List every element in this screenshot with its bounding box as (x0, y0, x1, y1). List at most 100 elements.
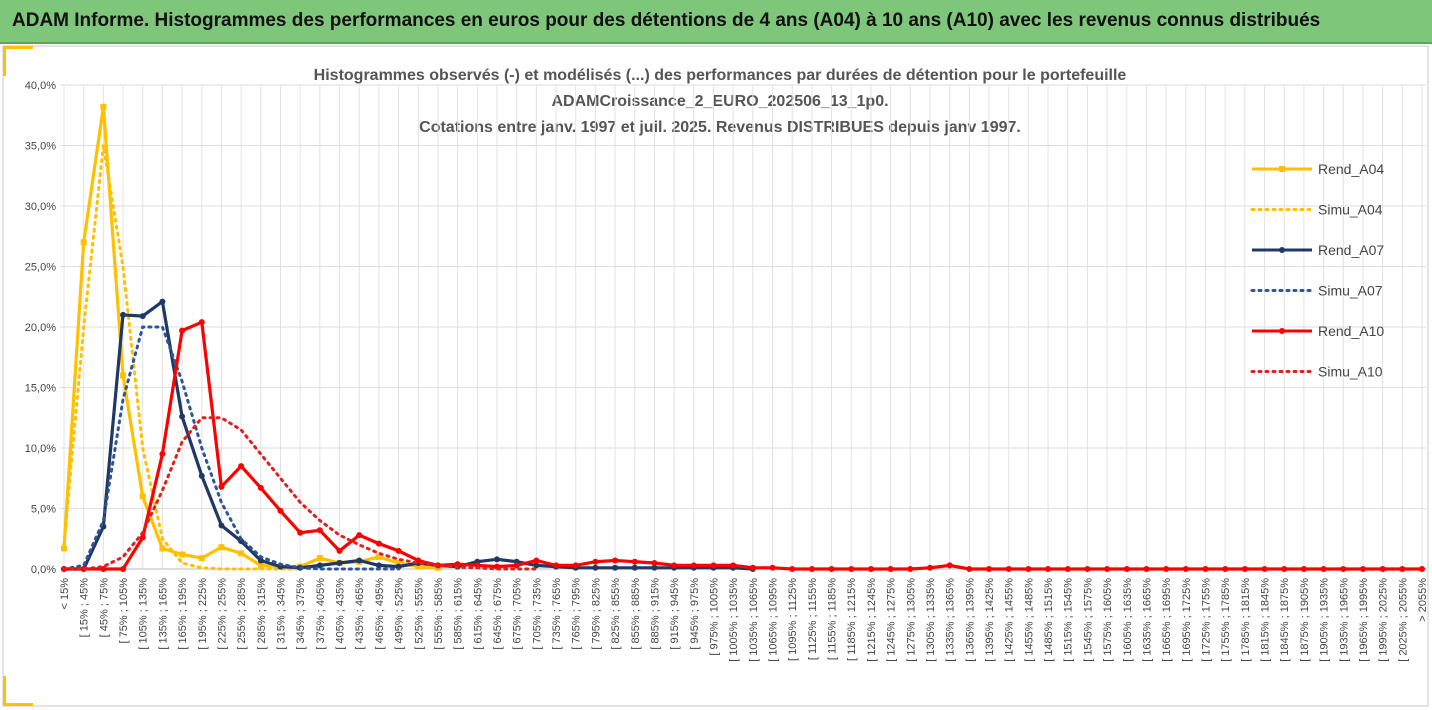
point (1399, 566, 1406, 572)
x-tick-label: [ 15% ; 45% (79, 578, 91, 638)
x-tick-label: [ 315% ; 345% (275, 578, 287, 650)
y-tick-label: 20,0% (25, 322, 56, 334)
y-tick-label: 35,0% (25, 141, 56, 153)
x-tick-label: [ 1575% ; 1605% (1102, 578, 1114, 662)
point (1340, 566, 1347, 572)
point (159, 451, 166, 458)
point (690, 562, 697, 569)
y-tick-label: 30,0% (25, 201, 56, 213)
x-tick-label: [ 1245% ; 1275% (886, 578, 898, 662)
x-tick-label: [ 285% ; 315% (256, 578, 268, 650)
point (395, 563, 402, 570)
point (907, 566, 914, 572)
point (375, 553, 382, 560)
x-tick-label: [ 1335% ; 1365% (945, 578, 957, 662)
x-tick-label: [ 1725% ; 1755% (1201, 578, 1213, 662)
point (1104, 566, 1111, 572)
x-tick-label: [ 1005% ; 1035% (728, 578, 740, 662)
x-tick-label: [ 135% ; 165% (157, 578, 169, 650)
series-line (64, 319, 1422, 571)
x-tick-label: [ 1845% ; 1875% (1279, 578, 1291, 662)
point (316, 555, 323, 562)
point (159, 545, 166, 552)
x-tick-label: [ 1905% ; 1935% (1319, 578, 1331, 662)
x-tick-label: [ 1635% ; 1665% (1141, 578, 1153, 662)
x-tick-label: [ 1065% ; 1095% (768, 578, 780, 662)
point (612, 564, 619, 571)
x-tick-label: [ 1875% ; 1905% (1299, 578, 1311, 662)
x-tick-label: [ 525% ; 555% (413, 578, 425, 650)
point (1123, 566, 1130, 572)
point (926, 564, 933, 571)
point (139, 534, 146, 541)
x-tick-label: [ 345% ; 375% (295, 578, 307, 650)
point (533, 562, 540, 569)
chart-title: ADAMCroissance_2_EURO_202506_13_1p0. (551, 93, 888, 110)
point (120, 566, 127, 572)
point (1379, 566, 1386, 572)
chart-title: Cotations entre janv. 1997 et juil. 2025… (419, 119, 1021, 136)
point (297, 529, 304, 536)
point (769, 564, 776, 571)
point (395, 559, 402, 566)
x-tick-label: [ 1935% ; 1965% (1338, 578, 1350, 662)
series-line (62, 416, 538, 571)
point (218, 483, 225, 490)
x-tick-label: [ 675% ; 705% (512, 578, 524, 650)
point (257, 557, 264, 564)
point (120, 311, 127, 318)
chart-title: Histogrammes observés (-) et modélisés (… (314, 67, 1127, 84)
point (336, 559, 343, 566)
point (789, 566, 796, 572)
x-tick-label: [ 1095% ; 1125% (787, 578, 799, 661)
point (61, 545, 67, 552)
point (257, 562, 264, 569)
x-tick-label: [ 855% ; 885% (630, 578, 642, 650)
legend-label: Simu_A07 (1318, 283, 1383, 299)
series-line (62, 106, 438, 570)
point (572, 562, 579, 569)
point (1300, 566, 1307, 572)
point (1222, 566, 1229, 572)
point (1064, 566, 1071, 572)
point (730, 562, 737, 569)
x-tick-label: [ 75% ; 105% (118, 578, 130, 644)
y-tick-label: 10,0% (25, 443, 56, 455)
legend-marker (1279, 166, 1285, 172)
point (553, 562, 560, 569)
x-tick-label: [ 1185% ; 1215% (846, 578, 858, 661)
x-tick-label: [ 195% ; 225% (197, 578, 209, 650)
frame-accent (3, 676, 6, 706)
point (198, 319, 205, 326)
x-tick-label: [ 765% ; 795% (571, 578, 583, 650)
point (592, 564, 599, 571)
x-tick-label: [ 795% ; 825% (590, 578, 602, 650)
point (749, 564, 756, 571)
x-tick-label: [ 1755% ; 1785% (1220, 578, 1232, 662)
point (651, 559, 658, 566)
x-tick-label: [ 255% ; 285% (236, 578, 248, 650)
series-line (64, 298, 753, 571)
legend-marker (1279, 247, 1285, 253)
x-tick-label: < 15% (59, 578, 71, 610)
frame-accent (3, 703, 33, 706)
point (375, 540, 382, 547)
y-tick-label: 25,0% (25, 262, 56, 274)
point (966, 566, 973, 572)
point (631, 564, 638, 571)
point (493, 556, 500, 563)
point (179, 413, 186, 420)
legend-marker (1279, 328, 1285, 334)
point (1241, 566, 1248, 572)
x-tick-label: [ 495% ; 525% (394, 578, 406, 650)
x-tick-label: [ 1155% ; 1185% (827, 578, 839, 660)
x-tick-label: [ 1365% ; 1395% (964, 578, 976, 662)
x-tick-label: [ 915% ; 945% (669, 578, 681, 650)
point (375, 562, 382, 569)
x-tick-label: [ 705% ; 735% (531, 578, 543, 650)
point (356, 557, 363, 564)
x-tick-label: [ 465% ; 495% (374, 578, 386, 650)
x-tick-label: [ 1215% ; 1245% (866, 578, 878, 662)
